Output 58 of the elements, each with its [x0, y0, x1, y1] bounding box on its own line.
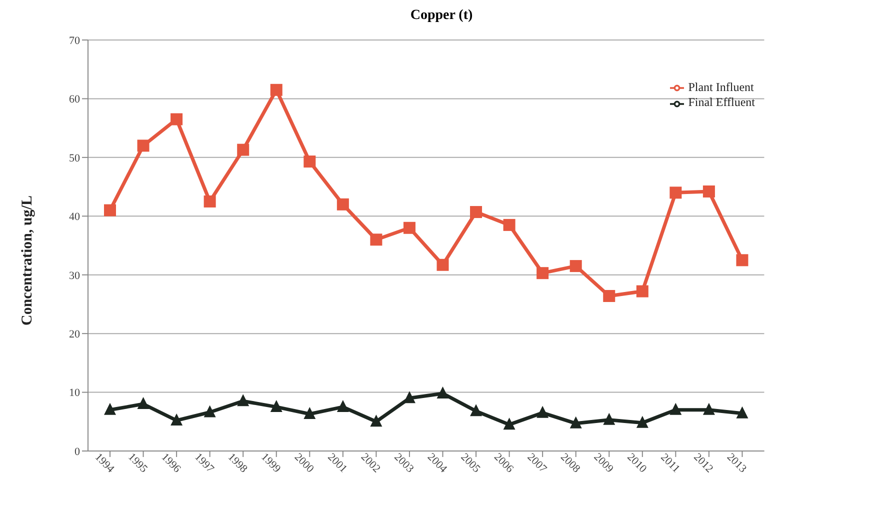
y-tick-label: 50: [69, 152, 80, 164]
x-tick-label: 1995: [126, 451, 150, 476]
point: [170, 413, 183, 426]
y-tick-label: 70: [69, 34, 80, 47]
point: [237, 394, 250, 406]
x-tick-label: 1999: [258, 451, 284, 476]
point: [636, 285, 648, 298]
point: [670, 186, 682, 199]
point: [436, 386, 449, 398]
point: [270, 84, 282, 96]
legend-label: Plant Influent: [688, 80, 754, 94]
point: [336, 400, 349, 412]
point: [137, 397, 150, 410]
y-tick-label: 20: [69, 328, 80, 340]
x-tick-label: 2007: [524, 451, 550, 476]
point: [370, 414, 382, 427]
x-tick-label: 1994: [92, 451, 117, 476]
x-tick-label: 1996: [158, 451, 184, 476]
point: [237, 144, 250, 156]
point: [670, 402, 682, 415]
point: [137, 140, 150, 152]
point: [304, 156, 316, 168]
point: [536, 267, 549, 280]
legend-label: Final Effluent: [688, 95, 755, 110]
point: [204, 195, 216, 208]
x-tick-label: 1998: [225, 451, 250, 476]
y-tick-label: 30: [69, 270, 80, 282]
y-tick-label: 60: [69, 94, 80, 106]
point: [503, 418, 516, 430]
point: [736, 254, 748, 266]
point: [702, 402, 715, 415]
point: [304, 407, 316, 420]
chart-title: Copper (t): [409, 8, 474, 25]
y-tick-label: 0: [74, 446, 80, 458]
point: [370, 234, 382, 246]
point: [536, 406, 549, 418]
point: [570, 260, 582, 272]
point: [336, 198, 349, 210]
y-axis-title: Concentration, ug/L: [19, 195, 36, 326]
point: [104, 402, 116, 415]
point: [470, 206, 482, 218]
point: [603, 412, 616, 425]
y-tick-label: 40: [69, 211, 80, 224]
point: [436, 258, 449, 271]
x-tick-label: 1997: [192, 451, 217, 476]
point: [270, 400, 282, 412]
point: [104, 204, 116, 216]
y-tick-label: 10: [69, 387, 80, 400]
point: [204, 405, 216, 418]
point: [603, 290, 616, 302]
point: [736, 406, 748, 418]
point: [503, 218, 516, 231]
point: [636, 416, 648, 428]
point: [470, 404, 482, 416]
point: [702, 185, 715, 198]
point: [170, 113, 183, 126]
point: [403, 222, 416, 234]
point: [570, 416, 582, 428]
